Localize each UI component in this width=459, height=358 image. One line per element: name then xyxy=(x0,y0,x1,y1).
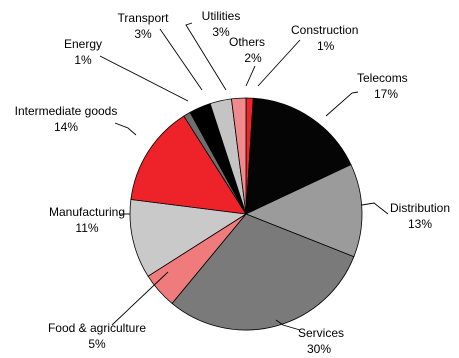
leader-services xyxy=(275,319,301,331)
value-label-intermediate-goods: 14% xyxy=(54,120,78,134)
slice-distribution xyxy=(244,164,363,258)
slice-services xyxy=(171,213,355,331)
value-label-food-and-agriculture: 5% xyxy=(88,337,106,351)
label-distribution: Distribution xyxy=(390,201,450,215)
value-label-manufacturing: 11% xyxy=(75,221,98,235)
label-utilities: Utilities xyxy=(202,9,241,23)
leader-transport xyxy=(159,28,203,91)
leader-others xyxy=(245,65,256,87)
pie-slices xyxy=(129,97,363,331)
value-label-utilities: 3% xyxy=(212,25,230,39)
slice-telecoms xyxy=(245,97,352,215)
leader-lines xyxy=(99,22,389,331)
slice-manufacturing xyxy=(129,199,248,277)
label-energy: Energy xyxy=(64,37,102,51)
value-label-others: 2% xyxy=(244,51,262,65)
slice-others xyxy=(231,97,247,215)
leader-intermediate-goods xyxy=(114,122,137,136)
leader-food-and-agriculture xyxy=(111,271,169,326)
value-label-telecoms: 17% xyxy=(374,87,398,101)
slice-intermediate-goods xyxy=(130,115,247,215)
label-others: Others xyxy=(229,35,265,49)
label-manufacturing: Manufacturing xyxy=(49,205,125,219)
value-label-construction: 1% xyxy=(317,39,335,53)
value-label-energy: 1% xyxy=(74,53,92,67)
leader-energy xyxy=(99,55,189,102)
value-label-transport: 3% xyxy=(134,27,152,41)
label-food-and-agriculture: Food & agriculture xyxy=(48,321,146,335)
label-transport: Transport xyxy=(118,11,170,25)
label-services: Services xyxy=(298,326,344,340)
leader-utilities xyxy=(185,22,227,91)
leader-distribution xyxy=(361,202,389,215)
leader-telecoms xyxy=(325,91,359,117)
value-label-distribution: 13% xyxy=(408,217,432,231)
slice-labels: Construction 1% Telecoms 17% Distribution 13%… xyxy=(15,9,450,356)
leader-construction xyxy=(257,39,301,87)
value-label-services: 30% xyxy=(307,342,331,356)
label-intermediate-goods: Intermediate goods xyxy=(15,104,118,118)
label-telecoms: Telecoms xyxy=(357,71,408,85)
label-construction: Construction xyxy=(291,23,358,37)
